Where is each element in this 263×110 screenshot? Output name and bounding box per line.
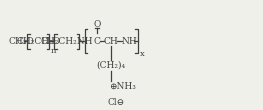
Text: C: C <box>94 37 100 46</box>
Text: (CH₂)₄: (CH₂)₄ <box>97 61 126 70</box>
Text: CH₃O: CH₃O <box>9 37 34 46</box>
Text: n: n <box>51 47 56 55</box>
Text: NH: NH <box>121 37 137 46</box>
Text: CH₂CH₂O: CH₂CH₂O <box>16 37 60 46</box>
Text: x: x <box>140 50 145 58</box>
Text: CH₂CH₂NH: CH₂CH₂NH <box>41 37 93 46</box>
Text: ⊕NH₃: ⊕NH₃ <box>109 82 136 91</box>
Text: Cl⊖: Cl⊖ <box>108 98 125 107</box>
Text: O: O <box>93 20 101 29</box>
Text: CH: CH <box>104 37 119 46</box>
